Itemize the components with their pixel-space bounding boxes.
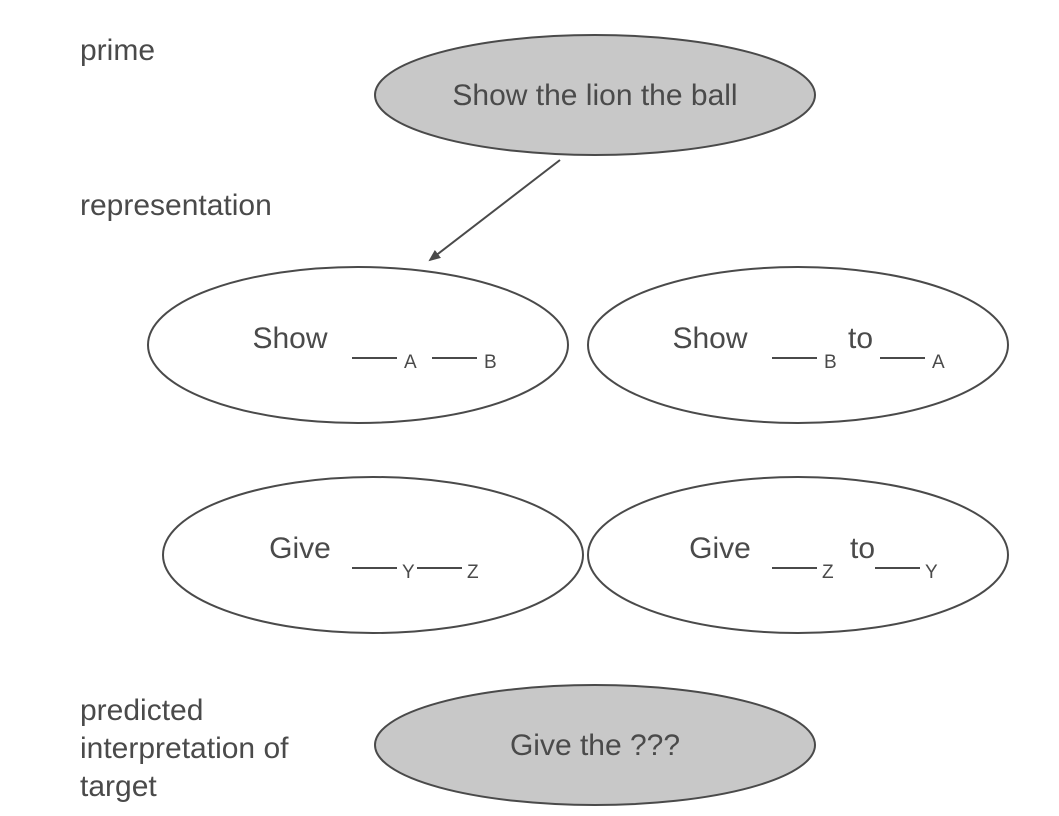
node-prime-text: Show the lion the ball bbox=[452, 79, 737, 112]
node-give_z_to_y-sub-2: Y bbox=[925, 562, 938, 583]
node-target-text: Give the ??? bbox=[510, 729, 680, 762]
node-show_ab bbox=[148, 267, 568, 423]
node-show_b_to_a-sub-0: B bbox=[824, 352, 837, 373]
label-prime: prime bbox=[80, 34, 155, 67]
node-give_z_to_y-word-1: to bbox=[850, 532, 875, 565]
label-representation: representation bbox=[80, 189, 272, 222]
node-give_z_to_y bbox=[588, 477, 1008, 633]
diagram-canvas: prime representation predicted interpretati… bbox=[0, 0, 1059, 816]
node-give_yz-verb: Give bbox=[269, 532, 331, 565]
node-give_yz-sub-0: Y bbox=[402, 562, 415, 583]
node-show_b_to_a-word-1: to bbox=[848, 322, 873, 355]
node-show_b_to_a bbox=[588, 267, 1008, 423]
node-show_b_to_a-sub-2: A bbox=[932, 352, 945, 373]
node-give_yz-sub-1: Z bbox=[467, 562, 479, 583]
node-give_yz bbox=[163, 477, 583, 633]
arrow-prime-to-representation bbox=[430, 160, 560, 260]
node-show_b_to_a-verb: Show bbox=[672, 322, 747, 355]
node-show_ab-verb: Show bbox=[252, 322, 327, 355]
label-predicted3: target bbox=[80, 770, 157, 803]
node-show_ab-sub-1: B bbox=[484, 352, 497, 373]
node-give_z_to_y-sub-0: Z bbox=[822, 562, 834, 583]
label-predicted1: predicted bbox=[80, 694, 203, 727]
node-give_z_to_y-verb: Give bbox=[689, 532, 751, 565]
label-predicted2: interpretation of bbox=[80, 732, 289, 765]
node-show_ab-sub-0: A bbox=[404, 352, 417, 373]
